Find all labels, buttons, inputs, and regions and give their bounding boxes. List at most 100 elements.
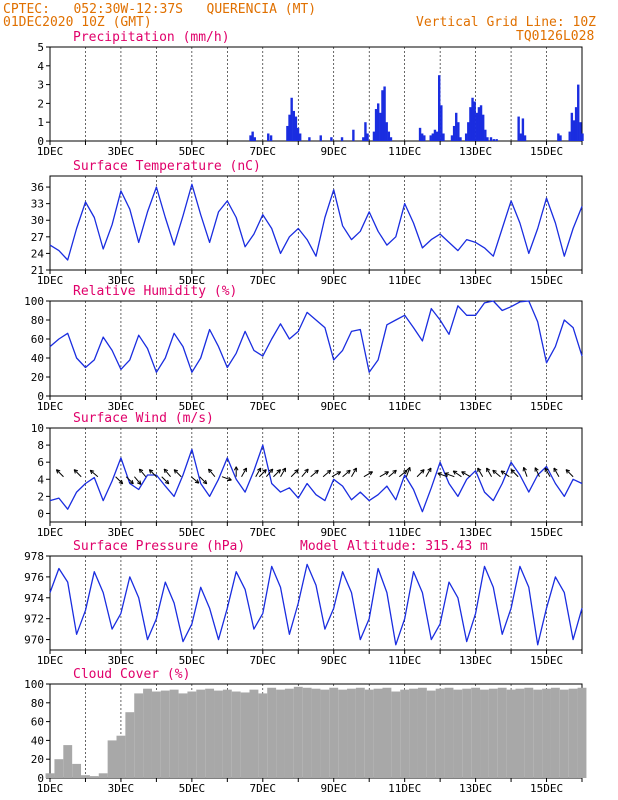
wind-arrow (416, 469, 425, 478)
wind-arrow-shaft (553, 467, 560, 477)
x-tick-label: 1DEC (37, 145, 64, 158)
wind-arrow (161, 476, 170, 485)
precip-bar (340, 137, 344, 141)
panel-title: Precipitation (mm/h) (73, 30, 230, 45)
wind-arrow-head (73, 469, 76, 474)
x-tick-label: 11DEC (388, 400, 421, 413)
y-tick-label: 4 (37, 473, 44, 486)
precip-bar (385, 122, 388, 141)
x-tick-label: 7DEC (250, 654, 277, 667)
cloud-bar (338, 689, 348, 778)
wind-arrow-shaft (301, 468, 309, 478)
wind-arrow-head (534, 467, 539, 471)
precip-bar (459, 137, 462, 141)
y-tick-label: 80 (31, 697, 44, 710)
x-tick-label: 11DEC (388, 782, 421, 795)
x-tick-label: 5DEC (179, 274, 206, 287)
header-code: TQ0126L028 (516, 29, 595, 44)
wind-arrow-head (565, 469, 568, 474)
wind-arrow-head (233, 466, 237, 471)
wind-arrow (55, 469, 64, 478)
wind-arrow-head (510, 469, 513, 474)
y-tick-label: 40 (31, 352, 44, 365)
precip-bar (433, 129, 437, 141)
wind-arrow-shaft (510, 469, 519, 478)
wind-arrow (273, 469, 281, 478)
wind-arrow-head (326, 469, 331, 472)
wind-arrow-head (205, 479, 208, 484)
wind-arrow-head (296, 469, 299, 474)
wind-arrow-shaft (331, 471, 341, 478)
precip-bar (294, 116, 298, 141)
x-tick-label: 7DEC (250, 274, 277, 287)
wind-arrow-shaft (199, 476, 208, 485)
wind-arrow-shaft (477, 467, 484, 477)
cloud-bar (320, 689, 330, 778)
precip-bar (521, 118, 525, 141)
cloud-bar (444, 687, 454, 778)
wind-arrow (342, 469, 351, 478)
y-tick-label: 100 (24, 678, 44, 691)
y-tick-label: 80 (31, 314, 44, 327)
wind-arrow (148, 469, 157, 478)
cloud-bar (293, 686, 303, 778)
wind-arrow-head (136, 482, 142, 485)
cloud-bar (205, 688, 215, 778)
cloud-bar (72, 763, 82, 778)
wind-arrow (363, 471, 373, 478)
wind-arrow-head (328, 470, 332, 475)
x-tick-label: 3DEC (108, 400, 135, 413)
wind-arrow-head (268, 468, 273, 472)
wind-arrow-head (453, 470, 458, 473)
wind-arrow-shaft (452, 470, 462, 478)
precip-bar (464, 133, 468, 141)
x-tick-label: 13DEC (459, 654, 492, 667)
cloud-bar (364, 689, 374, 778)
wind-arrow-head (90, 469, 95, 472)
precip-bar (298, 133, 302, 141)
precip-bar (475, 112, 478, 141)
wind-arrow-shaft (89, 469, 99, 478)
x-tick-label: 5DEC (179, 145, 206, 158)
cloud-bar (125, 712, 135, 778)
wind-arrow-head (208, 468, 210, 474)
wind-arrow (265, 468, 274, 478)
header-vertical-grid: Vertical Grid Line: 10Z (416, 15, 597, 30)
x-tick-label: 9DEC (320, 654, 347, 667)
wind-arrow-shaft (379, 471, 389, 478)
x-tick-label: 9DEC (320, 145, 347, 158)
cloud-bar (160, 690, 170, 778)
precip-bar (286, 125, 289, 141)
y-tick-label: 3 (37, 79, 44, 92)
series-line (49, 444, 583, 513)
precip-bar (379, 112, 382, 141)
precip-bar (429, 135, 432, 141)
precip-bar (435, 131, 439, 141)
cloud-bar (89, 776, 99, 778)
x-tick-label: 11DEC (388, 145, 421, 158)
cloud-bar (559, 689, 569, 778)
precip-bar (481, 114, 485, 141)
wind-arrow-head (257, 467, 261, 471)
wind-arrow-head (501, 470, 506, 473)
cloud-bar (169, 689, 179, 778)
wind-arrow (486, 467, 492, 477)
y-tick-label: 10 (31, 422, 44, 435)
y-tick-label: 4 (37, 60, 44, 73)
wind-arrow-head (131, 479, 134, 484)
x-tick-label: 5DEC (179, 782, 206, 795)
wind-arrow (208, 468, 216, 478)
x-tick-label: 1DEC (37, 274, 64, 287)
wind-arrow-head (314, 469, 319, 472)
wind-arrow-head (420, 469, 425, 472)
precip-bar (577, 84, 580, 141)
wind-arrow (173, 469, 182, 478)
precip-bar (249, 135, 252, 141)
wind-arrow-head (437, 472, 441, 477)
wind-arrow-shaft (437, 472, 448, 478)
precip-bar (559, 135, 562, 141)
series-line (49, 300, 583, 373)
wind-arrow-head (346, 469, 351, 472)
wind-arrow-head (55, 469, 59, 474)
precip-bar (251, 131, 254, 141)
